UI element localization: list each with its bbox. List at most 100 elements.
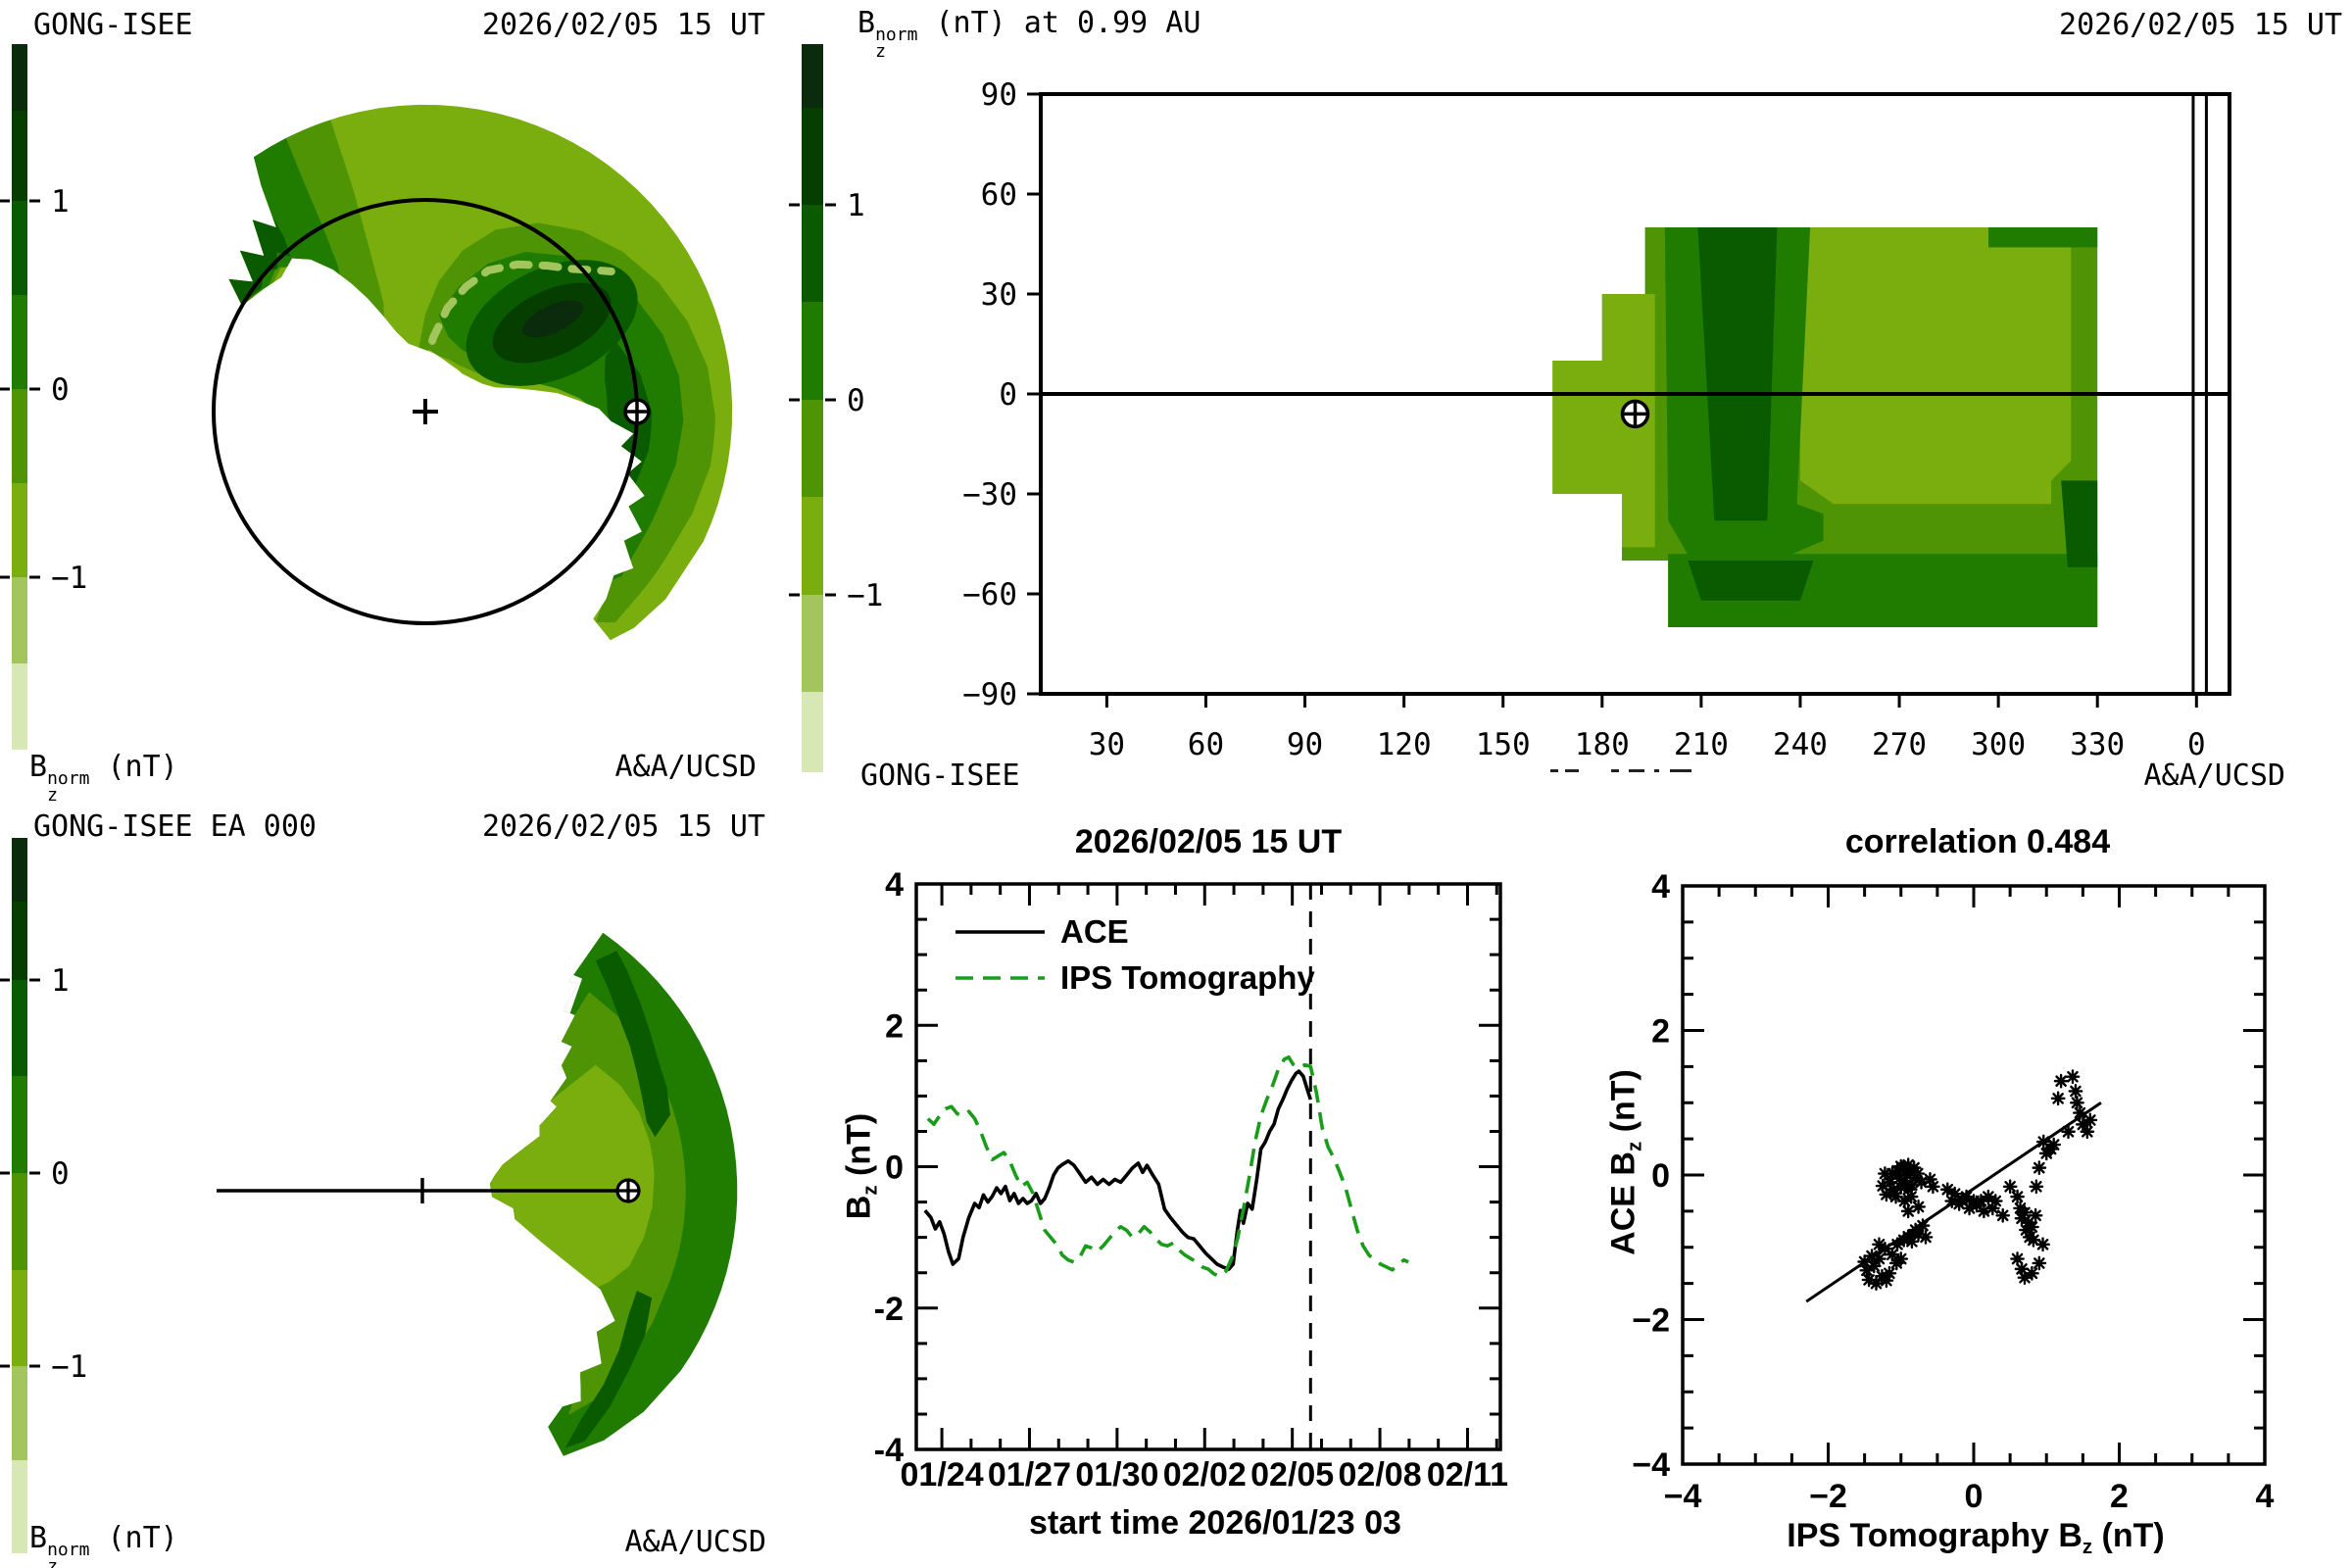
scatter-points [1857, 1069, 2098, 1292]
scatter-marker [1908, 1170, 1923, 1186]
contour-region [595, 951, 670, 1138]
scatter-marker [1883, 1174, 1898, 1190]
x-tick-label: 180 [1575, 727, 1630, 762]
earth-marker [623, 398, 651, 425]
timeseries-xlabel: start time 2026/01/23 03 [1029, 1504, 1401, 1542]
colorbar-segment [12, 483, 27, 577]
scatter-marker [2002, 1179, 2018, 1195]
x-tick-label: −2 [1809, 1478, 1847, 1515]
scatter-marker [1879, 1187, 1894, 1202]
scatter-marker [2035, 1134, 2051, 1150]
clipped-text-dash [1565, 769, 1579, 772]
scatter-marker [1911, 1227, 1926, 1242]
scatter-marker [1888, 1189, 1903, 1204]
colorbar-segment [12, 389, 27, 483]
earth-marker [1620, 399, 1650, 429]
y-tick-label: −90 [962, 677, 1017, 712]
scatter-ylabel: ACE Bz (nT) [1604, 1069, 1646, 1255]
y-tick-label: -4 [874, 1432, 904, 1469]
scatter-marker [1857, 1254, 1873, 1269]
x-tick-label: 2 [2110, 1478, 2129, 1515]
scatter-marker [1861, 1272, 1877, 1288]
y-tick-label: 0 [1651, 1157, 1670, 1195]
scatter-marker [2029, 1179, 2044, 1195]
timeseries-title: 2026/02/05 15 UT [1074, 823, 1343, 860]
scatter-marker [1864, 1249, 1880, 1263]
ecliptic-source-label: GONG-ISEE [33, 8, 193, 42]
scatter-marker [1962, 1200, 1977, 1216]
colorbar-segment [802, 400, 823, 497]
scatter-marker [2043, 1142, 2059, 1156]
scatter-marker [2017, 1204, 2033, 1220]
colorbar-carrington: 1 0 −1 [789, 44, 883, 772]
timeseries-plot: 01/24 01/27 01/30 02/02 02/05 02/08 02/11 -4 -2 0… [874, 866, 1508, 1494]
y-tick-label: 0 [885, 1150, 904, 1187]
scatter-marker [1889, 1237, 1905, 1252]
scatter-marker [1872, 1251, 1886, 1266]
scatter-marker [2019, 1222, 2034, 1238]
y-tick-label: 90 [981, 77, 1017, 113]
y-tick-label: -2 [874, 1291, 904, 1328]
scatter-marker [1906, 1160, 1922, 1176]
colorbar-segment [802, 44, 823, 108]
x-tick-label: 01/27 [988, 1456, 1071, 1494]
meridional-credit-label: A&A/UCSD [624, 1525, 767, 1559]
scatter-marker [1875, 1178, 1890, 1194]
colorbar-segment [802, 205, 823, 302]
colorbar-segment [12, 980, 27, 1076]
contour-region [1552, 294, 1655, 548]
y-tick-label: 60 [981, 177, 1017, 213]
x-tick-label: 270 [1872, 727, 1927, 762]
scatter-marker [1893, 1158, 1909, 1174]
scatter-marker [2017, 1270, 2033, 1286]
scatter-marker [1886, 1182, 1901, 1198]
y-tick-label: −30 [962, 477, 1017, 513]
colorbar-tick-label: 1 [847, 188, 865, 223]
scatter-marker [2065, 1069, 2081, 1085]
scatter-marker [1984, 1200, 2000, 1216]
timeseries-ylabel: Bz (nT) [840, 1112, 882, 1220]
scatter-marker [2032, 1255, 2047, 1271]
clipped-text-dash [1550, 769, 1558, 772]
scatter-marker [2025, 1219, 2039, 1235]
scatter-marker [1914, 1174, 1929, 1190]
x-tick-label: 02/11 [1427, 1456, 1508, 1494]
colorbar-tick-label: 0 [51, 1156, 70, 1192]
scatter-marker [1885, 1166, 1900, 1181]
y-tick-label: 2 [1651, 1013, 1670, 1051]
colorbar-segment [802, 595, 823, 692]
colorbar-tick-label: −1 [51, 561, 87, 596]
x-tick-label: 30 [1089, 727, 1125, 762]
colorbar-segment [12, 111, 27, 201]
scatter-marker [1915, 1218, 1931, 1234]
colorbar-segment [12, 902, 27, 980]
ecliptic-plot [212, 104, 733, 641]
scatter-marker [2053, 1073, 2069, 1089]
y-tick-label: 30 [981, 277, 1017, 313]
scatter-marker [2050, 1091, 2066, 1106]
scatter-marker [1897, 1194, 1912, 1208]
y-tick-label: 4 [1651, 868, 1670, 906]
colorbar-tick-label: −1 [847, 578, 883, 613]
colorbar-segment [12, 1270, 27, 1366]
x-tick-label: 0 [2187, 727, 2206, 762]
scatter-marker [1900, 1203, 1916, 1219]
colorbar-segment [12, 1366, 27, 1460]
x-tick-label: 01/30 [1075, 1456, 1158, 1494]
x-tick-label: 120 [1377, 727, 1432, 762]
meridional-overlays [489, 951, 686, 1448]
bz-sup: norm [47, 768, 90, 790]
scatter-marker [1995, 1207, 2011, 1223]
x-tick-label: 0 [1965, 1478, 1984, 1515]
colorbar-tick-label: 1 [51, 963, 70, 999]
meridional-plot [217, 932, 738, 1456]
clipped-text-dash [1654, 769, 1659, 772]
scatter-marker [1866, 1258, 1882, 1274]
scatter-title: correlation 0.484 [1844, 823, 2111, 860]
colorbar-segment [12, 1173, 27, 1270]
x-tick-label: 4 [2256, 1478, 2275, 1515]
earth-cross [1622, 401, 1648, 427]
